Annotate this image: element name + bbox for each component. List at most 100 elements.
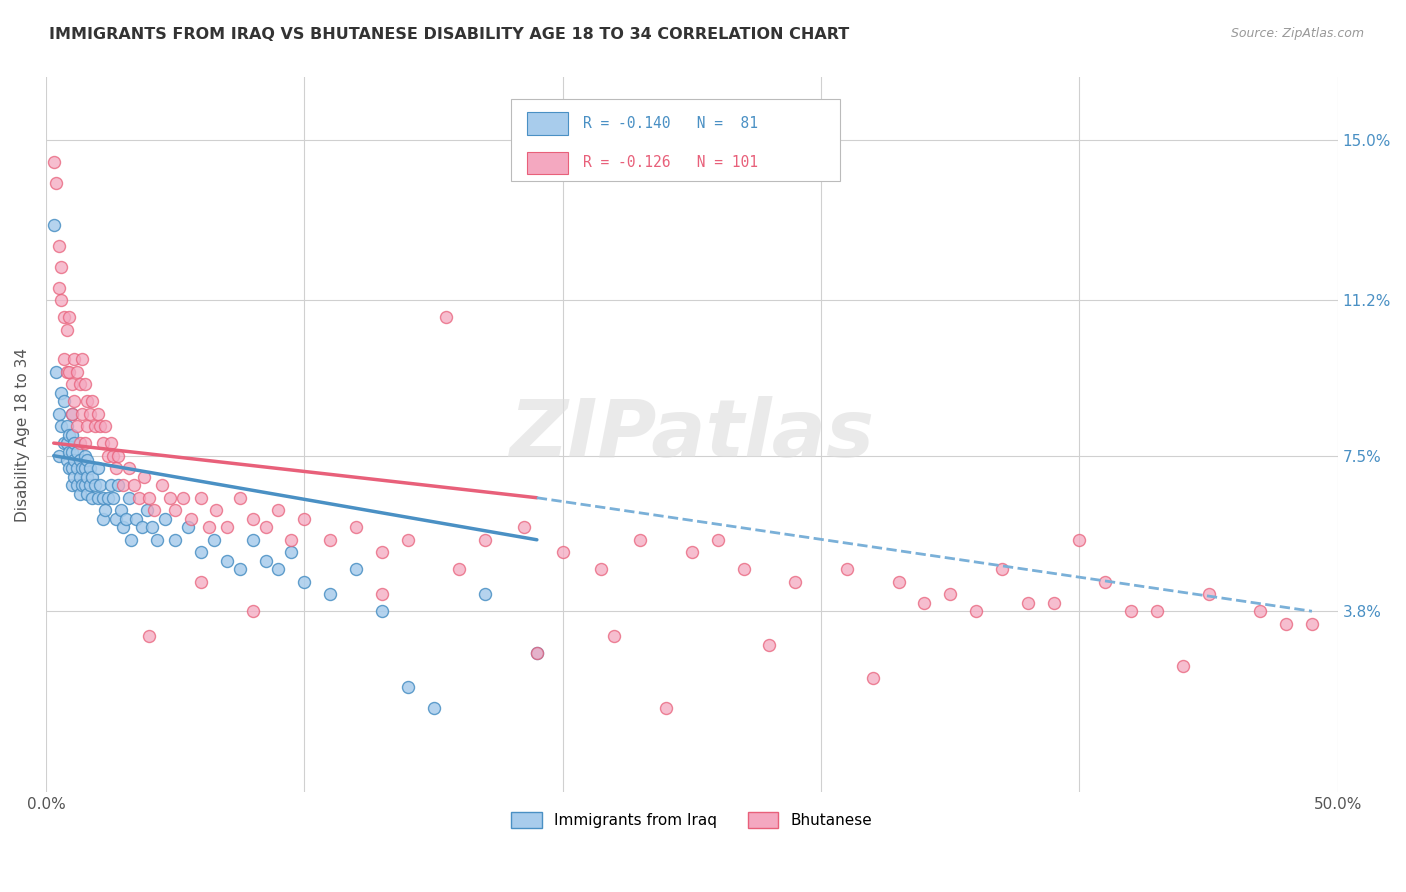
Point (112, 520, 135, 534)
Point (371, 545, 394, 559)
Point (104, 512, 127, 526)
Point (254, 554, 277, 568)
Point (280, 545, 302, 559)
FancyBboxPatch shape (526, 112, 568, 135)
Point (70, 407, 93, 421)
Point (66, 365, 89, 379)
Point (526, 646, 548, 660)
Point (396, 533, 419, 547)
Point (86, 461, 108, 475)
Text: R = -0.126   N = 101: R = -0.126 N = 101 (583, 155, 758, 170)
Point (344, 520, 367, 534)
Point (591, 562, 613, 576)
Point (42, 218, 65, 232)
Point (1275, 616, 1298, 631)
Point (66, 461, 89, 475)
Point (371, 604, 394, 618)
Point (69, 377, 91, 392)
Point (190, 574, 212, 589)
Point (55, 365, 77, 379)
Point (60, 461, 83, 475)
Point (79, 478, 101, 492)
Point (141, 520, 163, 534)
Point (58, 461, 80, 475)
Point (180, 512, 202, 526)
Point (101, 449, 124, 463)
Point (76, 453, 98, 467)
Point (551, 545, 574, 559)
Point (150, 478, 173, 492)
Point (48, 407, 70, 421)
Point (965, 604, 987, 618)
Point (603, 630, 626, 644)
Point (60, 407, 83, 421)
Point (371, 587, 394, 601)
Point (58, 365, 80, 379)
Point (215, 520, 238, 534)
Point (135, 503, 157, 517)
Point (117, 491, 139, 505)
Point (991, 562, 1014, 576)
Legend: Immigrants from Iraq, Bhutanese: Immigrants from Iraq, Bhutanese (505, 806, 879, 834)
Point (58, 310, 80, 324)
Point (138, 491, 160, 505)
Point (474, 533, 496, 547)
Point (153, 512, 176, 526)
Point (73, 461, 96, 475)
Point (396, 680, 419, 694)
Point (73, 377, 96, 392)
Point (205, 503, 228, 517)
Point (526, 646, 548, 660)
Point (104, 461, 127, 475)
Point (190, 491, 212, 505)
Point (242, 604, 264, 618)
Point (1119, 604, 1142, 618)
Point (681, 545, 703, 559)
Point (51, 260, 73, 274)
Point (1069, 533, 1091, 547)
Point (91, 491, 114, 505)
Point (1146, 604, 1168, 618)
Point (63, 436, 86, 450)
Point (45, 176, 67, 190)
Point (53, 436, 76, 450)
Point (76, 419, 98, 434)
Point (190, 545, 212, 559)
Point (436, 310, 458, 324)
Point (66, 419, 89, 434)
Point (53, 394, 76, 409)
Point (655, 701, 678, 715)
Text: ZIPatlas: ZIPatlas (509, 396, 875, 474)
Point (51, 293, 73, 308)
Point (100, 478, 122, 492)
Point (125, 512, 148, 526)
Point (215, 554, 238, 568)
Point (48, 280, 70, 294)
Point (73, 478, 96, 492)
Point (202, 533, 225, 547)
Point (60, 444, 83, 458)
Point (60, 377, 83, 392)
Point (60, 478, 83, 492)
Point (112, 478, 135, 492)
Point (344, 562, 367, 576)
Point (55, 453, 77, 467)
Point (60, 427, 83, 442)
Point (131, 520, 153, 534)
FancyBboxPatch shape (510, 99, 841, 181)
Point (70, 478, 93, 492)
Point (1171, 658, 1194, 673)
Text: R = -0.140   N =  81: R = -0.140 N = 81 (583, 116, 758, 131)
Point (69, 486, 91, 500)
Point (66, 444, 89, 458)
Point (84, 478, 107, 492)
Point (835, 562, 858, 576)
Point (1249, 604, 1271, 618)
Point (1301, 616, 1323, 631)
Point (89, 478, 111, 492)
Point (51, 419, 73, 434)
Point (94, 419, 117, 434)
Point (84, 419, 107, 434)
Point (55, 436, 77, 450)
Point (60, 407, 83, 421)
